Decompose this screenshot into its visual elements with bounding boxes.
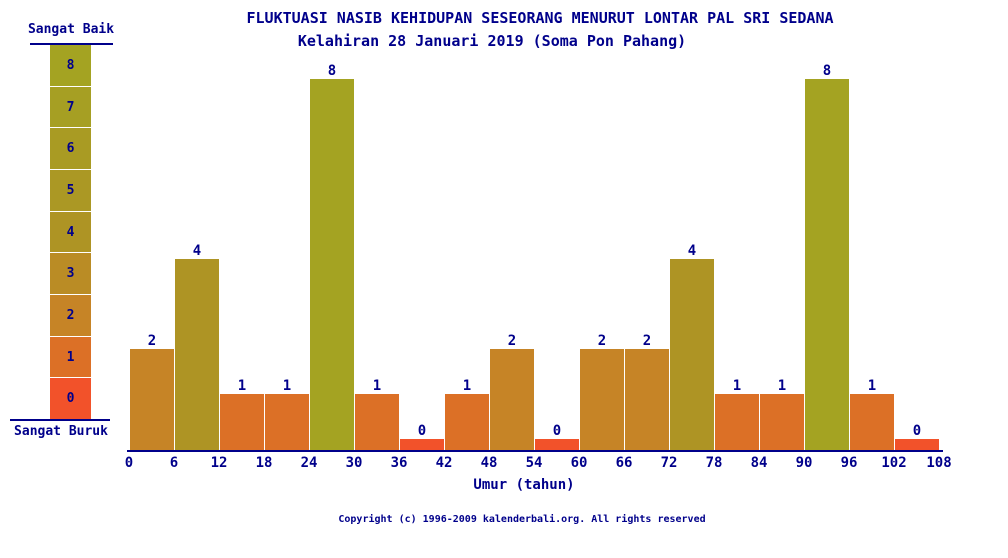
- x-tick-label-42: 42: [435, 455, 453, 471]
- chart-title: FLUKTUASI NASIB KEHIDUPAN SESEORANG MENU…: [246, 9, 834, 27]
- legend-cell-4: 4: [50, 211, 91, 253]
- chart-subtitle: Kelahiran 28 Januari 2019 (Soma Pon Paha…: [297, 32, 687, 50]
- x-tick-label-102: 102: [881, 455, 907, 471]
- x-axis-title: Umur (tahun): [473, 477, 575, 493]
- bar-value-label: 1: [462, 378, 472, 394]
- bar-age-60-66: [580, 349, 624, 450]
- x-tick-label-84: 84: [750, 455, 768, 471]
- bar-value-label: 2: [597, 333, 607, 349]
- legend-cell-2: 2: [50, 295, 91, 336]
- x-tick-label-60: 60: [570, 455, 588, 471]
- bar-value-label: 1: [372, 378, 382, 394]
- legend-cell-7: 7: [50, 86, 91, 128]
- bar-value-label: 1: [777, 378, 787, 394]
- bar-value-label: 0: [552, 423, 562, 439]
- legend-cell-0: 0: [50, 378, 91, 420]
- bar-age-12-18: [220, 394, 264, 450]
- x-tick-label-12: 12: [210, 455, 228, 471]
- x-tick-label-54: 54: [525, 455, 543, 471]
- bar-value-label: 4: [687, 243, 697, 259]
- x-tick-label-66: 66: [615, 455, 633, 471]
- bar-age-54-60: [535, 439, 579, 450]
- bar-age-102-108: [895, 439, 939, 450]
- legend-best-label: Sangat Baik: [27, 22, 115, 37]
- bar-age-96-102: [850, 394, 894, 450]
- x-axis-line: [127, 450, 943, 452]
- bar-age-78-84: [715, 394, 759, 450]
- x-tick-label-30: 30: [345, 455, 363, 471]
- x-tick-label-18: 18: [255, 455, 273, 471]
- bar-age-0-6: [130, 349, 174, 450]
- bar-age-42-48: [445, 394, 489, 450]
- bar-age-18-24: [265, 394, 309, 450]
- x-tick-label-0: 0: [124, 455, 134, 471]
- legend-top-divider: [30, 43, 113, 45]
- bar-age-36-42: [400, 439, 444, 450]
- bar-value-label: 0: [417, 423, 427, 439]
- copyright-notice: Copyright (c) 1996-2009 kalenderbali.org…: [338, 514, 706, 525]
- bar-age-6-12: [175, 259, 219, 450]
- bar-value-label: 2: [147, 333, 157, 349]
- x-tick-label-108: 108: [926, 455, 952, 471]
- bar-age-48-54: [490, 349, 534, 450]
- bar-value-label: 0: [912, 423, 922, 439]
- x-tick-label-72: 72: [660, 455, 678, 471]
- legend-cell-8: 8: [50, 45, 91, 86]
- x-tick-label-78: 78: [705, 455, 723, 471]
- bar-value-label: 8: [327, 63, 337, 79]
- x-tick-label-90: 90: [795, 455, 813, 471]
- bar-value-label: 2: [642, 333, 652, 349]
- bar-age-72-78: [670, 259, 714, 450]
- bar-age-30-36: [355, 394, 399, 450]
- bar-value-label: 1: [732, 378, 742, 394]
- bar-age-84-90: [760, 394, 804, 450]
- legend-cell-5: 5: [50, 170, 91, 211]
- bar-value-label: 1: [867, 378, 877, 394]
- legend-cell-3: 3: [50, 253, 91, 295]
- bar-value-label: 8: [822, 63, 832, 79]
- legend-bottom-divider: [10, 419, 110, 421]
- x-tick-label-24: 24: [300, 455, 318, 471]
- bar-value-label: 1: [282, 378, 292, 394]
- bar-age-66-72: [625, 349, 669, 450]
- legend-worst-label: Sangat Buruk: [14, 424, 108, 439]
- bar-age-24-30: [310, 79, 354, 450]
- legend-cell-6: 6: [50, 128, 91, 170]
- x-tick-label-36: 36: [390, 455, 408, 471]
- bar-value-label: 1: [237, 378, 247, 394]
- bar-value-label: 2: [507, 333, 517, 349]
- bar-value-label: 4: [192, 243, 202, 259]
- x-tick-label-48: 48: [480, 455, 498, 471]
- x-tick-label-6: 6: [169, 455, 179, 471]
- x-tick-label-96: 96: [840, 455, 858, 471]
- legend-cell-1: 1: [50, 336, 91, 378]
- bar-age-90-96: [805, 79, 849, 450]
